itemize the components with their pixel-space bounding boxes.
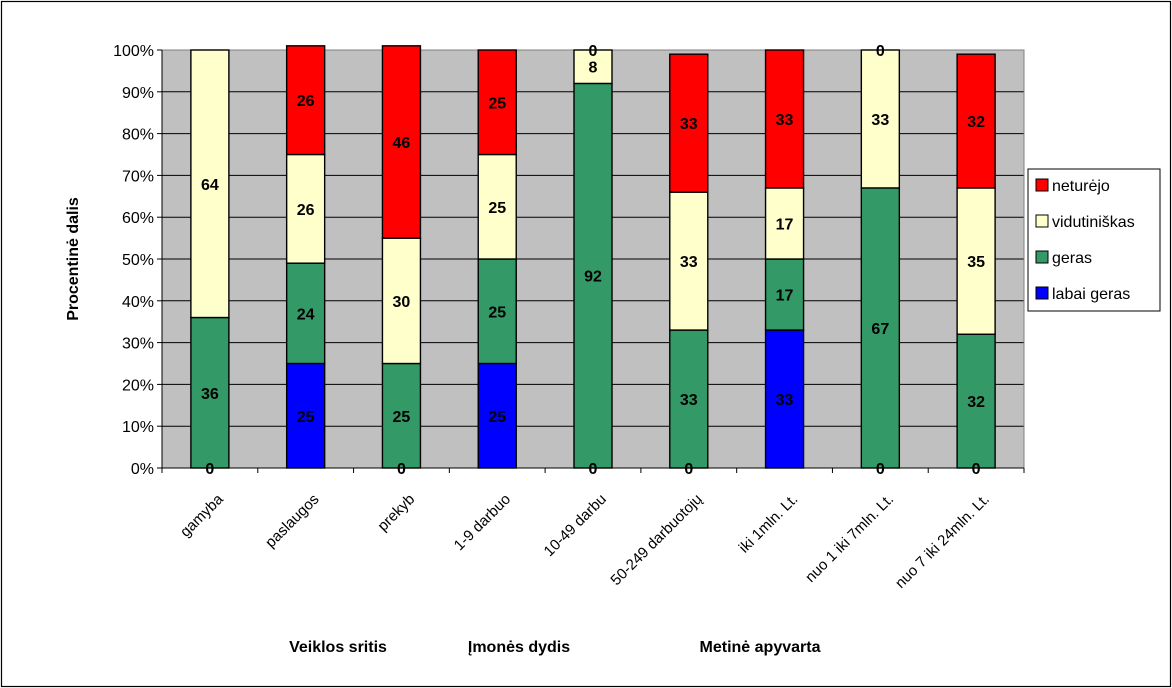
data-label: 0 — [589, 461, 598, 478]
bar-segment — [285, 45, 326, 156]
bar-segment — [381, 237, 422, 365]
bar-segment — [764, 187, 805, 260]
bar-segment — [285, 362, 326, 469]
data-label: 33 — [680, 116, 698, 133]
data-label: 0 — [397, 461, 406, 478]
bar-segment — [190, 49, 230, 319]
data-label: 25 — [393, 409, 411, 426]
bar-segment — [477, 362, 517, 469]
y-tick-label: 90% — [122, 85, 154, 102]
y-axis: 0% 10% 20% 30% 40% 50% 60% 70% 80% 90% 100% — [113, 43, 163, 478]
bar-segment — [477, 258, 517, 365]
bar-segment — [573, 82, 613, 469]
data-label: 0 — [972, 461, 981, 478]
data-label: 64 — [201, 177, 219, 194]
data-label: 92 — [584, 269, 602, 286]
data-label: 26 — [297, 93, 315, 110]
y-tick-label: 40% — [122, 294, 154, 311]
bar-segment — [573, 49, 613, 85]
y-tick-label: 80% — [122, 127, 154, 144]
data-label: 0 — [876, 461, 885, 478]
data-label: 33 — [871, 112, 889, 129]
bar-segment — [764, 258, 805, 331]
legend-swatch — [1035, 250, 1049, 264]
data-label: 26 — [297, 202, 315, 219]
bar-segment — [764, 49, 805, 189]
y-tick-label: 20% — [122, 377, 154, 394]
data-label: 67 — [871, 321, 889, 338]
data-label: 0 — [876, 43, 885, 60]
bar-segment — [956, 53, 996, 189]
y-tick-label: 10% — [122, 419, 154, 436]
data-label: 25 — [488, 304, 506, 321]
legend: neturėjo vidutiniškas geras labai geras — [1027, 168, 1161, 312]
data-label: 25 — [488, 200, 506, 217]
data-label: 0 — [205, 461, 214, 478]
data-label: 32 — [967, 394, 985, 411]
y-tick-label: 60% — [122, 210, 154, 227]
bar-segment — [956, 187, 996, 335]
data-label: 32 — [967, 114, 985, 131]
legend-entry: geras — [1052, 250, 1092, 267]
data-label: 17 — [776, 288, 794, 305]
legend-box — [1027, 168, 1161, 312]
data-label: 33 — [680, 254, 698, 271]
bar-segment — [860, 49, 901, 189]
data-label: 46 — [393, 135, 411, 152]
group-title: Metinė apyvarta — [700, 639, 821, 656]
data-label: 8 — [589, 60, 598, 77]
group-title: Įmonės dydis — [468, 639, 570, 656]
legend-swatch — [1035, 214, 1049, 228]
bar-segment — [381, 45, 422, 239]
legend-entry: vidutiniškas — [1052, 214, 1135, 231]
data-label: 33 — [776, 112, 794, 129]
data-label: 25 — [488, 409, 506, 426]
bar-segment — [669, 53, 709, 193]
y-tick-label: 100% — [113, 43, 154, 60]
legend-swatch — [1035, 178, 1049, 192]
legend-entry: neturėjo — [1052, 178, 1110, 195]
bar-segment — [477, 49, 517, 156]
data-label: 25 — [297, 409, 315, 426]
data-labels: 0366425242626025304625252525092800333333… — [201, 43, 985, 478]
bar-segment — [190, 316, 230, 469]
data-label: 0 — [684, 461, 693, 478]
y-tick-label: 50% — [122, 252, 154, 269]
data-label: 0 — [589, 43, 598, 60]
data-label: 24 — [297, 306, 315, 323]
data-label: 17 — [776, 216, 794, 233]
y-tick-label: 70% — [122, 168, 154, 185]
bar-segment — [669, 191, 709, 331]
group-title: Veiklos sritis — [289, 639, 387, 656]
y-tick-label: 0% — [131, 461, 154, 478]
category-group-titles: Veiklos sritis Įmonės dydis Metinė apyvart… — [289, 639, 820, 656]
y-tick-label: 30% — [122, 336, 154, 353]
data-label: 25 — [488, 95, 506, 112]
bar-segment — [956, 333, 996, 469]
data-label: 35 — [967, 254, 985, 271]
data-label: 33 — [680, 392, 698, 409]
data-label: 30 — [393, 294, 411, 311]
y-axis-title: Procentinė dalis — [65, 197, 82, 321]
legend-swatch — [1035, 286, 1049, 300]
legend-entry: labai geras — [1052, 286, 1130, 303]
data-label: 33 — [776, 392, 794, 409]
data-label: 36 — [201, 386, 219, 403]
